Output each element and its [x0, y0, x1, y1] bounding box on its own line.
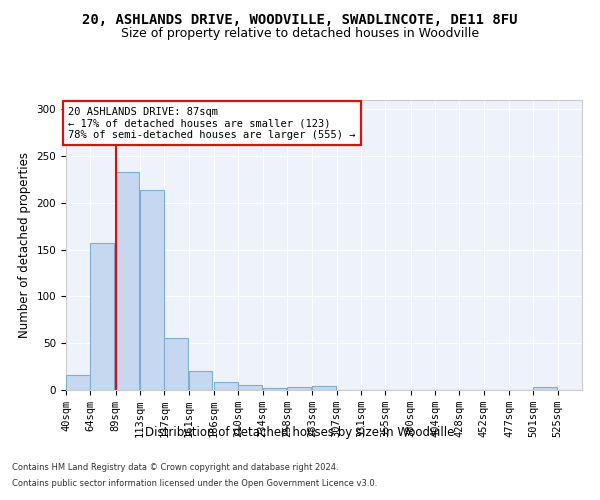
Bar — [263, 388, 286, 390]
Bar — [238, 386, 262, 390]
Bar — [164, 338, 188, 390]
Bar — [91, 243, 114, 390]
Text: 20, ASHLANDS DRIVE, WOODVILLE, SWADLINCOTE, DE11 8FU: 20, ASHLANDS DRIVE, WOODVILLE, SWADLINCO… — [82, 12, 518, 26]
Text: 20 ASHLANDS DRIVE: 87sqm
← 17% of detached houses are smaller (123)
78% of semi-: 20 ASHLANDS DRIVE: 87sqm ← 17% of detach… — [68, 106, 356, 140]
Bar — [287, 387, 311, 390]
Text: Distribution of detached houses by size in Woodville: Distribution of detached houses by size … — [145, 426, 455, 439]
Bar — [313, 386, 336, 390]
Text: Size of property relative to detached houses in Woodville: Size of property relative to detached ho… — [121, 28, 479, 40]
Y-axis label: Number of detached properties: Number of detached properties — [18, 152, 31, 338]
Bar — [188, 372, 212, 390]
Bar — [533, 387, 557, 390]
Text: Contains HM Land Registry data © Crown copyright and database right 2024.: Contains HM Land Registry data © Crown c… — [12, 464, 338, 472]
Text: Contains public sector information licensed under the Open Government Licence v3: Contains public sector information licen… — [12, 478, 377, 488]
Bar — [116, 172, 139, 390]
Bar — [140, 190, 164, 390]
Bar — [214, 382, 238, 390]
Bar — [66, 375, 90, 390]
